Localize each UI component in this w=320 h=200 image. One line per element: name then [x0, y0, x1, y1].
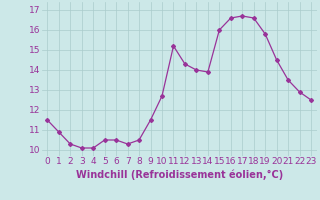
X-axis label: Windchill (Refroidissement éolien,°C): Windchill (Refroidissement éolien,°C)	[76, 169, 283, 180]
